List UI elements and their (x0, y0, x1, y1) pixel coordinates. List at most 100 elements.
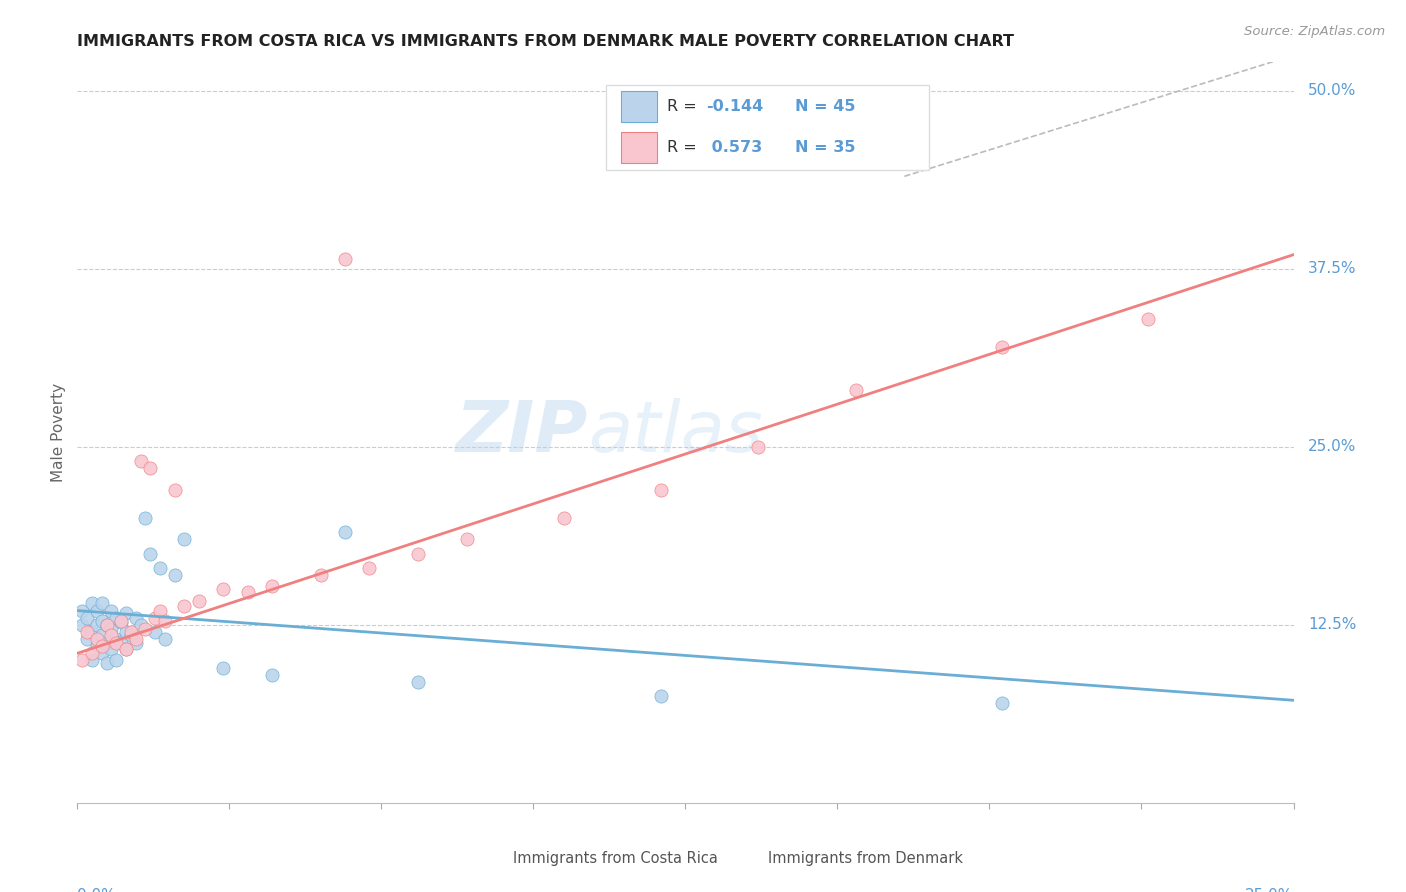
FancyBboxPatch shape (478, 847, 505, 871)
Point (86, 639, 108, 653)
Point (236, 585, 259, 599)
FancyBboxPatch shape (606, 85, 929, 169)
Point (120, 628, 142, 642)
Text: 50.0%: 50.0% (1308, 84, 1357, 98)
Y-axis label: Male Poverty: Male Poverty (51, 383, 66, 483)
Point (96, 636, 118, 650)
Point (333, 252, 356, 266)
Point (76, 632, 98, 646)
Point (100, 642, 122, 657)
Point (96, 617, 118, 632)
Point (105, 610, 128, 624)
Point (212, 582, 235, 597)
Point (76, 624, 98, 639)
Text: R =: R = (668, 140, 702, 155)
FancyBboxPatch shape (621, 132, 658, 163)
Point (153, 632, 176, 646)
Point (105, 632, 128, 646)
Point (212, 660, 235, 674)
Point (110, 614, 132, 628)
Point (86, 604, 108, 618)
Point (90, 628, 112, 642)
Point (80, 597, 103, 611)
Point (125, 610, 148, 624)
Point (153, 614, 176, 628)
Point (115, 642, 138, 657)
Point (129, 454, 152, 468)
Text: Immigrants from Denmark: Immigrants from Denmark (768, 851, 963, 866)
Point (110, 635, 132, 649)
Point (333, 525, 356, 540)
Text: R =: R = (668, 99, 702, 114)
Point (1136, 311, 1159, 326)
Point (173, 533, 195, 547)
Point (70, 653, 93, 667)
Point (115, 642, 138, 657)
Point (406, 547, 429, 561)
Point (845, 383, 868, 397)
Point (80, 646, 103, 660)
Point (80, 653, 103, 667)
Point (309, 568, 332, 582)
Point (359, 561, 381, 575)
Point (100, 628, 122, 642)
Text: -0.144: -0.144 (706, 99, 763, 114)
Text: 25.0%: 25.0% (1246, 888, 1294, 892)
FancyBboxPatch shape (621, 91, 658, 122)
Text: Immigrants from Costa Rica: Immigrants from Costa Rica (513, 851, 717, 866)
FancyBboxPatch shape (734, 847, 761, 871)
Point (163, 483, 186, 497)
Point (100, 604, 122, 618)
Point (553, 511, 575, 525)
Text: Source: ZipAtlas.com: Source: ZipAtlas.com (1244, 25, 1385, 38)
Point (125, 632, 148, 646)
Text: atlas: atlas (588, 398, 762, 467)
Point (110, 615, 132, 629)
Point (105, 636, 128, 650)
Point (456, 533, 478, 547)
Point (70, 617, 93, 632)
Point (90, 639, 112, 653)
Point (747, 440, 769, 454)
Point (990, 340, 1012, 354)
Point (143, 624, 166, 639)
Point (149, 604, 172, 618)
Point (650, 689, 672, 703)
Point (134, 622, 156, 636)
Point (149, 561, 172, 575)
Point (96, 657, 118, 671)
Point (76, 610, 98, 624)
Point (260, 579, 283, 593)
Point (406, 674, 429, 689)
Point (90, 646, 112, 660)
Point (260, 667, 283, 681)
Text: 0.0%: 0.0% (77, 888, 117, 892)
Point (115, 607, 138, 621)
Point (650, 483, 672, 497)
Text: 25.0%: 25.0% (1308, 440, 1357, 454)
Text: 12.5%: 12.5% (1308, 617, 1357, 632)
Text: N = 45: N = 45 (794, 99, 855, 114)
Point (86, 632, 108, 646)
Point (70, 604, 93, 618)
Point (100, 622, 122, 636)
Point (163, 568, 186, 582)
Point (188, 593, 211, 607)
Point (173, 599, 195, 614)
Point (143, 610, 166, 624)
Point (990, 696, 1012, 710)
Point (134, 511, 156, 525)
Point (90, 597, 112, 611)
Point (125, 636, 148, 650)
Point (86, 617, 108, 632)
Point (139, 461, 162, 475)
Text: N = 35: N = 35 (794, 140, 855, 155)
Text: 37.5%: 37.5% (1308, 261, 1357, 277)
Text: 0.573: 0.573 (706, 140, 762, 155)
Point (105, 653, 128, 667)
Point (115, 624, 138, 639)
Point (96, 617, 118, 632)
Point (80, 624, 103, 639)
Text: IMMIGRANTS FROM COSTA RICA VS IMMIGRANTS FROM DENMARK MALE POVERTY CORRELATION C: IMMIGRANTS FROM COSTA RICA VS IMMIGRANTS… (77, 34, 1014, 49)
Point (129, 617, 152, 632)
